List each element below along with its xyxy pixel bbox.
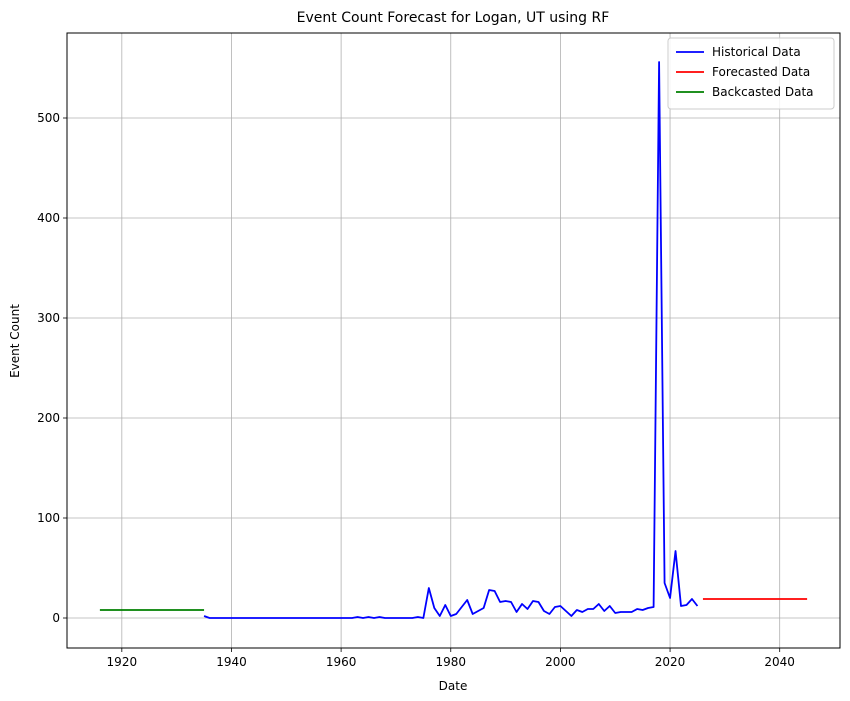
x-tick-label: 1960 bbox=[326, 655, 357, 669]
y-tick-label: 200 bbox=[37, 411, 60, 425]
series-layer bbox=[99, 61, 808, 619]
historical-data-series-line bbox=[203, 61, 699, 619]
y-axis-title: Event Count bbox=[8, 304, 22, 378]
plot-frame bbox=[66, 32, 841, 649]
y-tick-label: 500 bbox=[37, 111, 60, 125]
legend-label-forecasted-data: Forecasted Data bbox=[712, 65, 810, 79]
x-tick-label: 2020 bbox=[655, 655, 686, 669]
tick-layer: 1920 1940 1960 1980 2000 2020 2040 0 100 200 300 40… bbox=[37, 111, 795, 669]
x-tick-label: 2000 bbox=[545, 655, 576, 669]
legend-label-historical-data: Historical Data bbox=[712, 45, 801, 59]
legend-label-backcasted-data: Backcasted Data bbox=[712, 85, 814, 99]
x-tick-label: 2040 bbox=[764, 655, 795, 669]
y-tick-label: 0 bbox=[52, 611, 60, 625]
legend-box bbox=[667, 37, 835, 110]
x-tick-label: 1940 bbox=[216, 655, 247, 669]
x-tick-label: 1980 bbox=[435, 655, 466, 669]
x-tick-label: 1920 bbox=[107, 655, 138, 669]
chart-title: Event Count Forecast for Logan, UT using… bbox=[297, 10, 610, 26]
legend: Historical Data Forecasted Data Backcasted… bbox=[667, 37, 835, 110]
grid-layer bbox=[67, 33, 840, 648]
y-tick-label: 300 bbox=[37, 311, 60, 325]
y-tick-label: 100 bbox=[37, 511, 60, 525]
y-tick-label: 400 bbox=[37, 211, 60, 225]
x-axis-title: Date bbox=[439, 679, 468, 693]
